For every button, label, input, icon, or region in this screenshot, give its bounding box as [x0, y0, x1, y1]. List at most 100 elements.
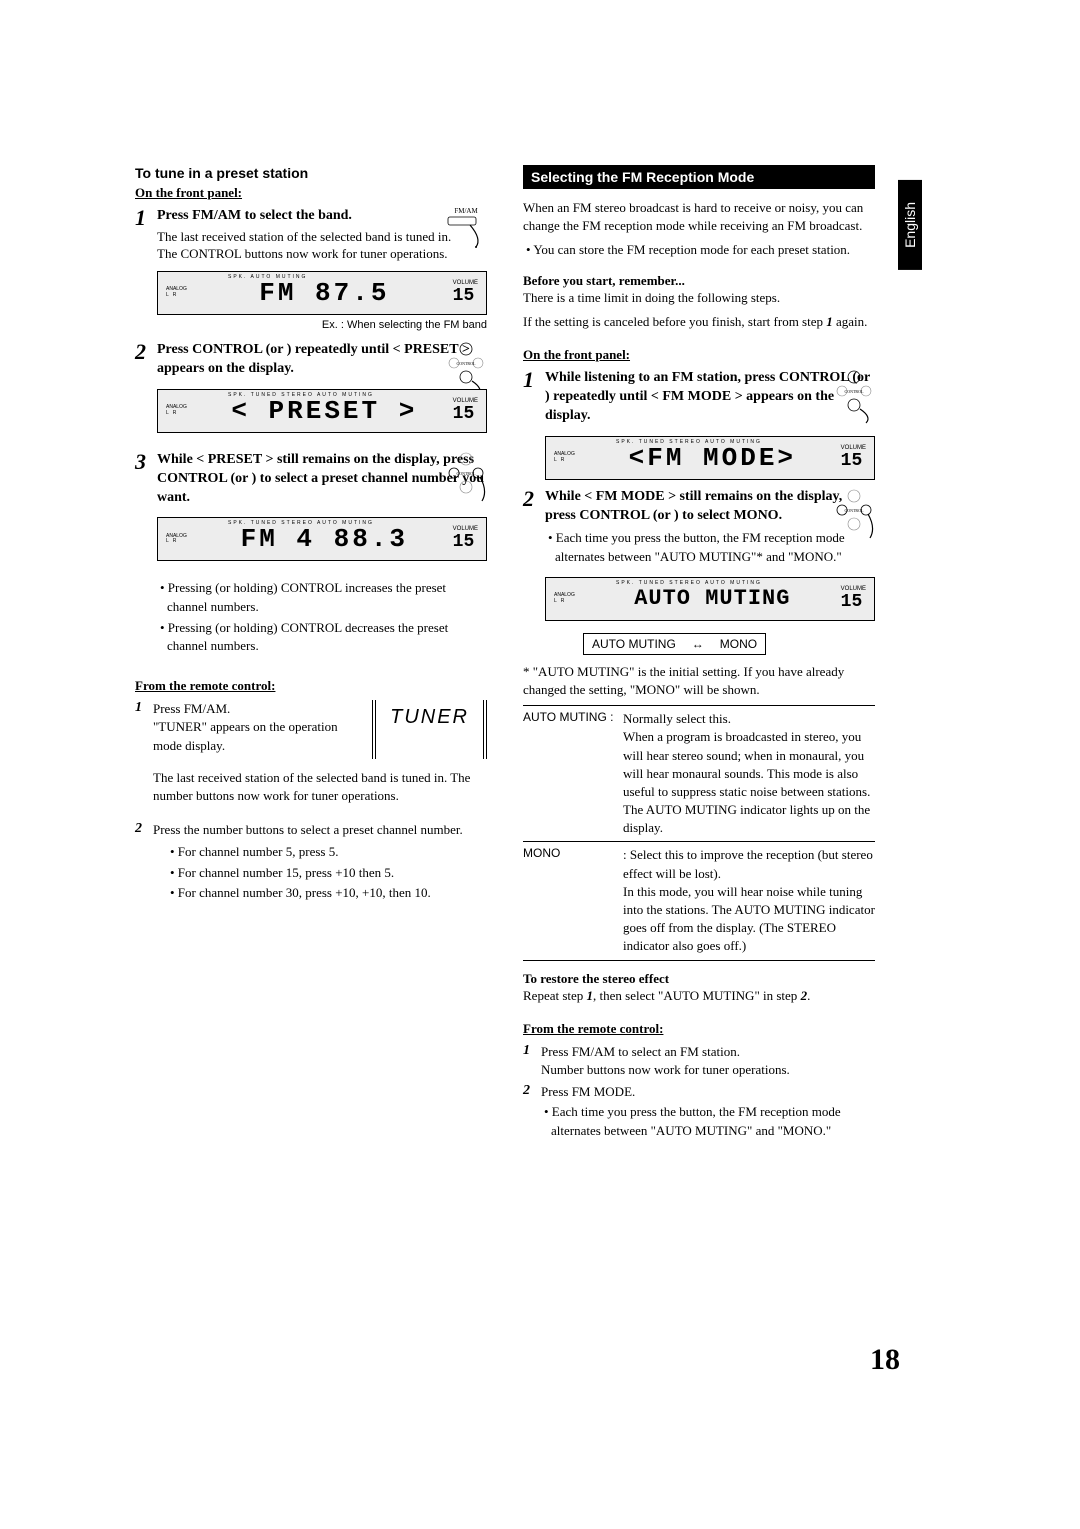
front-panel-label: On the front panel: [523, 347, 875, 363]
page-content: To tune in a preset station On the front… [135, 165, 875, 1147]
lcd-main: <FM MODE> [584, 443, 841, 473]
fm-am-button-icon: FM/AM [443, 207, 489, 251]
lcd-indicators: ANALOG L R [166, 534, 196, 545]
mode-desc: : Select this to improve the reception (… [623, 846, 875, 955]
step-title: While < PRESET > still remains on the di… [157, 451, 487, 508]
remember-text: There is a time limit in doing the follo… [523, 289, 875, 307]
mode-label: MONO [523, 846, 623, 955]
step-text: The CONTROL buttons now work for tuner o… [157, 245, 487, 263]
mode-table: AUTO MUTING : Normally select this. When… [523, 705, 875, 960]
lcd-indicators: ANALOG L R [166, 287, 196, 298]
remote-text: Press FM/AM to select an FM station. [541, 1043, 875, 1061]
restore-title: To restore the stereo effect [523, 971, 875, 987]
lcd-display: ANALOG L R SPK. TUNED STEREO AUTO MUTING… [545, 436, 875, 480]
section-title: To tune in a preset station [135, 165, 487, 181]
step-num: 1 [135, 207, 157, 263]
lcd-volume: 15 [841, 592, 866, 612]
control-dial-icon: CONTROL [443, 451, 489, 509]
mode-label: AUTO MUTING : [523, 710, 623, 837]
lcd-top-indicators: SPK. TUNED STEREO AUTO MUTING [228, 520, 374, 526]
remote-label: From the remote control: [135, 678, 487, 694]
remote-num: 1 [523, 1043, 541, 1079]
remember-text: If the setting is canceled before you fi… [523, 313, 875, 331]
lcd-top-indicators: SPK. AUTO MUTING [228, 274, 307, 280]
footnote: * "AUTO MUTING" is the initial setting. … [523, 663, 875, 699]
remote-num: 1 [135, 700, 153, 755]
lcd-top-indicators: SPK. TUNED STEREO AUTO MUTING [616, 580, 762, 586]
remote-text: Press FM/AM. [153, 700, 342, 718]
step-num: 2 [135, 341, 157, 381]
lcd-main: FM 4 88.3 [196, 524, 453, 554]
lcd-display: ANALOG L R SPK. TUNED STEREO AUTO MUTING… [157, 517, 487, 561]
bullet-text: • Each time you press the button, the FM… [541, 1103, 875, 1139]
step-1: 1 While listening to an FM station, pres… [523, 369, 875, 428]
lcd-caption: Ex. : When selecting the FM band [157, 319, 487, 331]
lcd-indicators: ANALOG L R [554, 593, 584, 604]
lcd-top-indicators: SPK. TUNED STEREO AUTO MUTING [228, 392, 374, 398]
bullet-text: • Each time you press the button, the FM… [545, 529, 875, 565]
step-2: 2 While < FM MODE > still remains on the… [523, 488, 875, 569]
right-column: Selecting the FM Reception Mode When an … [523, 165, 875, 1147]
restore-text: Repeat step 1, then select "AUTO MUTING"… [523, 987, 875, 1005]
language-tab: English [898, 180, 922, 270]
step-title: While < FM MODE > still remains on the d… [545, 488, 875, 526]
lcd-volume: 15 [453, 404, 478, 424]
control-dial-icon: CONTROL [831, 488, 877, 546]
lcd-indicators: ANALOG L R [166, 405, 196, 416]
svg-text:CONTROL: CONTROL [457, 471, 476, 476]
bullet-text: • For channel number 5, press 5. [153, 843, 487, 861]
remote-num: 2 [135, 821, 153, 839]
intro-text: When an FM stereo broadcast is hard to r… [523, 199, 875, 235]
bullet-text: • For channel number 15, press +10 then … [153, 864, 487, 882]
svg-text:CONTROL: CONTROL [845, 389, 864, 394]
tuner-display-icon: TUNER [372, 700, 487, 759]
lcd-indicators: ANALOG L R [554, 452, 584, 463]
step-title: While listening to an FM station, press … [545, 369, 875, 426]
lcd-volume: 15 [453, 286, 478, 306]
remember-title: Before you start, remember... [523, 273, 875, 289]
remote-text: Press FM MODE. [541, 1083, 875, 1101]
step-num: 2 [523, 488, 545, 569]
lcd-display: ANALOG L R SPK. TUNED STEREO AUTO MUTING… [157, 389, 487, 433]
table-row: AUTO MUTING : Normally select this. When… [523, 706, 875, 842]
lcd-main: AUTO MUTING [584, 586, 841, 611]
remote-step-1: 1 Press FM/AM to select an FM station. N… [523, 1043, 875, 1079]
remote-num: 2 [523, 1083, 541, 1143]
left-column: To tune in a preset station On the front… [135, 165, 487, 1147]
step-3: 3 While < PRESET > still remains on the … [135, 451, 487, 510]
table-row: MONO : Select this to improve the recept… [523, 842, 875, 960]
front-panel-label: On the front panel: [135, 185, 487, 201]
bullet-text: • You can store the FM reception mode fo… [523, 241, 875, 259]
lcd-volume-label: VOLUME [841, 445, 866, 451]
step-title: Press FM/AM to select the band. [157, 207, 487, 226]
lcd-volume: 15 [453, 532, 478, 552]
remote-text: "TUNER" appears on the operation mode di… [153, 718, 342, 754]
remote-step-1: 1 Press FM/AM. "TUNER" appears on the op… [135, 700, 342, 755]
page-number: 18 [870, 1343, 900, 1377]
lcd-display: ANALOG L R SPK. AUTO MUTING FM 87.5 VOLU… [157, 271, 487, 315]
bullet-text: • For channel number 30, press +10, +10,… [153, 884, 487, 902]
bullet-text: • Pressing (or holding) CONTROL increase… [157, 579, 487, 615]
svg-text:CONTROL: CONTROL [457, 361, 476, 366]
step-num: 3 [135, 451, 157, 510]
remote-step-2: 2 Press the number buttons to select a p… [135, 821, 487, 839]
remote-text: The last received station of the selecte… [153, 769, 487, 805]
control-dial-icon: CONTROL [831, 369, 877, 427]
step-2: 2 Press CONTROL (or ) repeatedly until <… [135, 341, 487, 381]
mode-desc: Normally select this. When a program is … [623, 710, 875, 837]
lcd-volume: 15 [841, 451, 866, 471]
toggle-a: AUTO MUTING [584, 634, 684, 654]
lcd-volume-label: VOLUME [841, 586, 866, 592]
lcd-volume-label: VOLUME [453, 398, 478, 404]
step-title: Press CONTROL (or ) repeatedly until < P… [157, 341, 487, 379]
remote-label: From the remote control: [523, 1021, 875, 1037]
lcd-main: FM 87.5 [196, 278, 453, 308]
svg-text:CONTROL: CONTROL [845, 508, 864, 513]
bullet-text: • Pressing (or holding) CONTROL decrease… [157, 619, 487, 655]
lcd-main: < PRESET > [196, 396, 453, 426]
lcd-display: ANALOG L R SPK. TUNED STEREO AUTO MUTING… [545, 577, 875, 621]
step-text: The last received station of the selecte… [157, 228, 487, 246]
remote-text: Number buttons now work for tuner operat… [541, 1061, 875, 1079]
lcd-top-indicators: SPK. TUNED STEREO AUTO MUTING [616, 439, 762, 445]
step-1: 1 Press FM/AM to select the band. The la… [135, 207, 487, 263]
